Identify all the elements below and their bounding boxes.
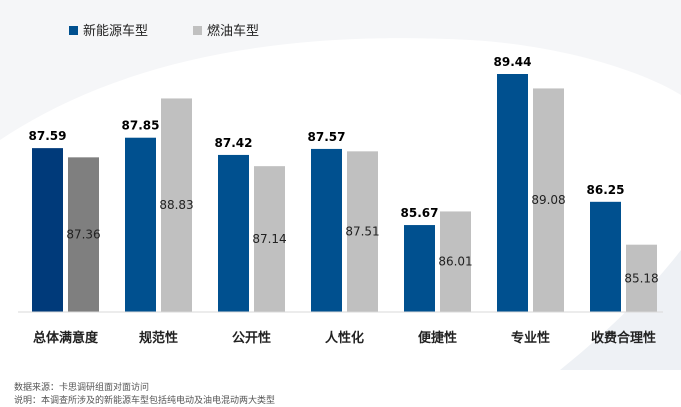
bar-ev-0 [32,148,63,312]
data-label-group: 87.59 87.36 87.85 88.83 87.42 87.14 87.57 87.51… [29,55,659,285]
chart-legend: 新能源车型 燃油车型 [69,23,259,39]
legend-swatch-fuel [193,26,202,35]
x-tick-label-2: 公开性 [232,330,271,346]
legend-label-fuel: 燃油车型 [207,23,259,39]
x-tick-label-5: 专业性 [511,330,550,346]
legend-label-ev: 新能源车型 [83,23,148,39]
background-swoosh [0,0,681,140]
x-tick-label-3: 人性化 [325,330,364,346]
bar-ev-5 [497,74,528,312]
description-note: 说明：本调查所涉及的新能源车型包括纯电动及油电混动两大类型 [14,396,276,406]
x-tick-label-1: 规范性 [139,330,178,346]
data-label-fuel-5: 89.08 [531,193,565,207]
bar-ev-3 [311,148,342,312]
bar-ev-6 [590,201,621,312]
x-tick-label-4: 便捷性 [418,330,457,346]
x-tick-label-0: 总体满意度 [33,330,99,346]
bar-fuel-2 [254,166,285,312]
data-label-ev-2: 87.42 [215,136,253,150]
bar-fuel-5 [533,88,564,312]
data-label-ev-1: 87.85 [122,119,160,133]
data-label-fuel-6: 85.18 [624,271,658,285]
legend-swatch-ev [69,26,78,35]
data-source-note: 数据来源：卡思调研组面对面访问 [14,383,150,393]
data-label-fuel-2: 87.14 [252,232,286,246]
data-label-ev-6: 86.25 [587,183,625,197]
data-label-ev-0: 87.59 [29,129,67,143]
data-label-ev-3: 87.57 [308,130,346,144]
data-label-fuel-0: 87.36 [66,228,100,242]
bar-fuel-4 [440,211,471,312]
bar-ev-4 [404,225,435,312]
data-label-ev-4: 85.67 [401,206,439,220]
bar-fuel-1 [161,98,192,313]
bar-fuel-3 [347,151,378,312]
data-label-fuel-1: 88.83 [159,198,193,212]
data-label-fuel-3: 87.51 [345,225,379,239]
bar-fuel-6 [626,244,657,312]
data-label-ev-5: 89.44 [494,55,532,69]
bar-ev-1 [125,137,156,312]
data-label-fuel-4: 86.01 [438,255,472,269]
background-swoosh-lower [560,250,681,370]
bar-group [32,74,657,313]
x-tick-label-6: 收费合理性 [591,330,656,346]
bar-fuel-0 [68,157,99,312]
bar-ev-2 [218,154,249,312]
x-tick-label-group: 总体满意度 规范性 公开性 人性化 便捷性 专业性 收费合理性 [33,330,656,346]
